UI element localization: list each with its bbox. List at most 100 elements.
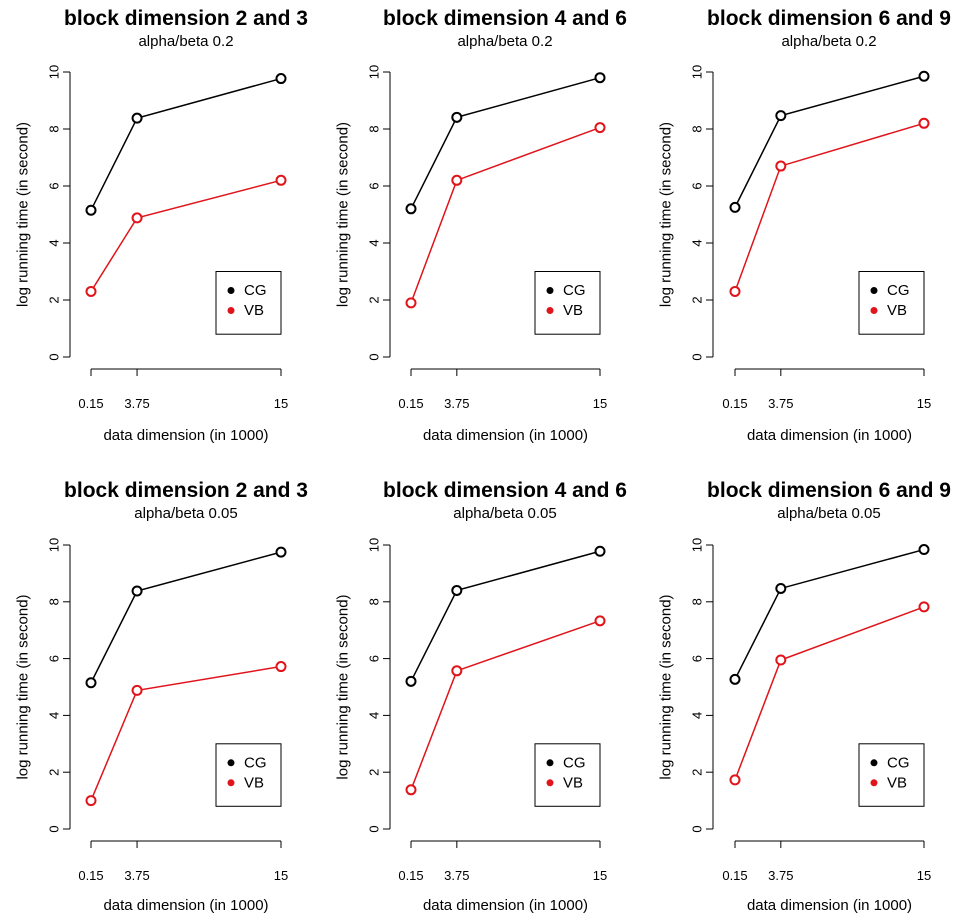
x-axis-label: data dimension (in 1000)	[103, 897, 268, 914]
x-tick-label: 3.75	[124, 396, 149, 411]
legend-label: CG	[887, 282, 910, 299]
x-tick-label: 0.15	[398, 396, 423, 411]
y-tick-label: 2	[367, 769, 382, 776]
y-tick-label: 2	[690, 296, 705, 303]
x-tick-label: 0.15	[722, 396, 747, 411]
data-point	[594, 122, 606, 134]
series-cg	[729, 70, 930, 213]
data-point	[729, 774, 741, 786]
data-point	[275, 546, 287, 558]
y-tick-label: 6	[367, 182, 382, 189]
x-axis-label: data dimension (in 1000)	[423, 897, 588, 914]
y-tick-label: 4	[367, 239, 382, 246]
y-tick-label: 8	[47, 598, 62, 605]
legend: CG VB	[215, 271, 282, 335]
y-tick-label: 8	[690, 125, 705, 132]
x-axis-label: data dimension (in 1000)	[103, 427, 268, 444]
data-point	[775, 160, 787, 172]
chart-title: block dimension 2 and 3	[64, 7, 308, 30]
y-tick-label: 10	[690, 538, 705, 552]
legend-label: CG	[887, 754, 910, 771]
y-tick-label: 4	[690, 712, 705, 719]
data-point	[594, 72, 606, 84]
data-point	[405, 784, 417, 796]
data-point	[594, 545, 606, 557]
data-point	[131, 212, 143, 224]
y-tick-label: 8	[367, 598, 382, 605]
y-axis-label: log running time (in second)	[335, 122, 352, 307]
y-tick-label: 0	[367, 825, 382, 832]
chart-subtitle: alpha/beta 0.2	[138, 33, 233, 50]
data-point	[131, 112, 143, 124]
y-axis-label: log running time (in second)	[658, 594, 675, 779]
y-tick-label: 8	[367, 125, 382, 132]
y-tick-label: 2	[47, 296, 62, 303]
x-tick-label: 3.75	[768, 396, 793, 411]
x-tick-label: 0.15	[722, 868, 747, 883]
series-cg	[405, 72, 606, 215]
y-tick-label: 6	[367, 655, 382, 662]
legend-marker	[546, 759, 554, 767]
y-tick-label: 10	[367, 65, 382, 79]
data-point	[918, 70, 930, 82]
y-tick-label: 6	[690, 655, 705, 662]
x-axis-label: data dimension (in 1000)	[423, 427, 588, 444]
chart-panel-2: block dimension 4 and 6 alpha/beta 0.2 0 2 4…	[335, 7, 627, 444]
y-tick-label: 8	[47, 125, 62, 132]
data-point	[775, 582, 787, 594]
data-point	[594, 615, 606, 627]
legend-marker	[227, 779, 235, 787]
y-tick-label: 0	[690, 825, 705, 832]
legend: CG VB	[534, 743, 601, 807]
chart-panel-6: block dimension 6 and 9 alpha/beta 0.05 0 2…	[658, 479, 951, 914]
chart-panel-5: block dimension 4 and 6 alpha/beta 0.05 0 2…	[335, 479, 627, 914]
data-point	[131, 684, 143, 696]
x-tick-label: 15	[593, 868, 607, 883]
legend-marker	[227, 759, 235, 767]
data-point	[85, 285, 97, 297]
data-point	[85, 677, 97, 689]
data-point	[275, 73, 287, 85]
y-tick-label: 10	[690, 65, 705, 79]
series-vb	[729, 601, 930, 786]
legend-label: VB	[563, 302, 583, 319]
y-tick-label: 0	[367, 353, 382, 360]
legend-label: VB	[244, 302, 264, 319]
legend-marker	[870, 759, 878, 767]
legend-box	[215, 743, 282, 807]
chart-title: block dimension 2 and 3	[64, 479, 308, 502]
legend-marker	[870, 779, 878, 787]
legend-label: VB	[244, 774, 264, 791]
data-point	[275, 174, 287, 186]
data-point	[729, 201, 741, 213]
series-vb	[405, 615, 606, 796]
series-line	[90, 77, 282, 211]
data-point	[918, 117, 930, 129]
legend-label: CG	[563, 754, 586, 771]
legend: CG VB	[858, 271, 925, 335]
data-point	[729, 673, 741, 685]
y-tick-label: 4	[47, 712, 62, 719]
legend-marker	[227, 307, 235, 314]
series-cg	[85, 546, 287, 689]
data-point	[131, 585, 143, 597]
x-tick-label: 15	[274, 868, 288, 883]
x-tick-label: 3.75	[768, 868, 793, 883]
legend: CG VB	[534, 271, 601, 335]
legend-box	[534, 743, 601, 807]
data-point	[405, 675, 417, 687]
legend-label: CG	[244, 282, 267, 299]
y-tick-label: 2	[367, 296, 382, 303]
data-point	[275, 661, 287, 673]
legend-marker	[227, 287, 235, 294]
chart-panel-1: block dimension 2 and 3 alpha/beta 0.2 0 2 4…	[15, 7, 308, 444]
legend-label: CG	[563, 282, 586, 299]
chart-title: block dimension 6 and 9	[707, 7, 951, 30]
chart-subtitle: alpha/beta 0.2	[781, 33, 876, 50]
series-line	[410, 76, 601, 210]
legend: CG VB	[858, 743, 925, 807]
data-point	[451, 665, 463, 677]
x-tick-label: 0.15	[78, 868, 103, 883]
